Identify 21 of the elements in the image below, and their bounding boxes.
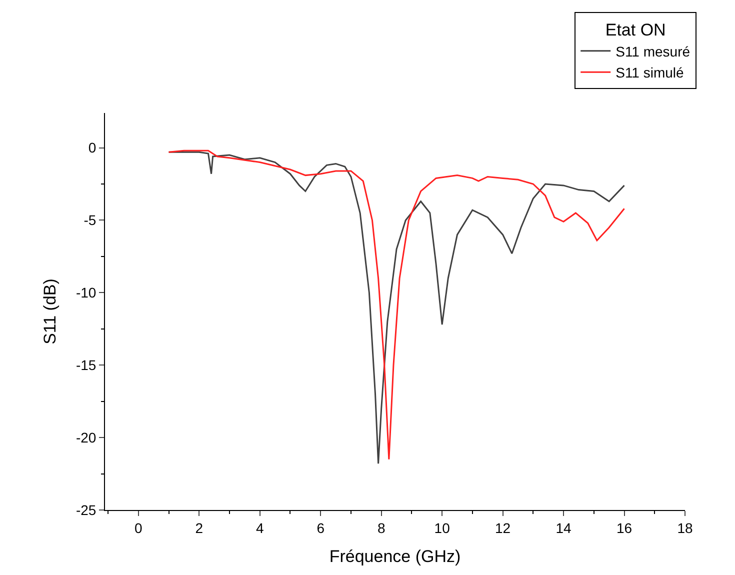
y-tick-label: -20 bbox=[76, 429, 96, 446]
y-tick-label: -5 bbox=[84, 212, 96, 228]
x-tick-label: 4 bbox=[256, 520, 264, 536]
legend-label: S11 simulé bbox=[616, 64, 684, 81]
x-tick-label: 16 bbox=[616, 520, 632, 536]
x-tick-label: 8 bbox=[377, 520, 386, 536]
x-tick-label: 14 bbox=[556, 520, 572, 536]
y-tick-label: -25 bbox=[76, 502, 96, 518]
legend-label: S11 mesuré bbox=[616, 43, 690, 60]
y-tick-label: 0 bbox=[88, 140, 96, 156]
x-tick-label: 0 bbox=[134, 520, 142, 536]
x-tick-label: 10 bbox=[434, 520, 450, 536]
x-axis-title: Fréquence (GHz) bbox=[329, 547, 461, 566]
x-tick-label: 12 bbox=[495, 520, 511, 536]
y-tick-label: -15 bbox=[76, 357, 96, 374]
x-tick-label: 2 bbox=[195, 520, 204, 536]
x-tick-label: 6 bbox=[316, 520, 325, 536]
legend-title: Etat ON bbox=[605, 20, 666, 40]
y-axis-title: S11 (dB) bbox=[40, 278, 60, 344]
x-tick-label: 18 bbox=[677, 520, 693, 536]
y-tick-label: -10 bbox=[76, 284, 96, 301]
